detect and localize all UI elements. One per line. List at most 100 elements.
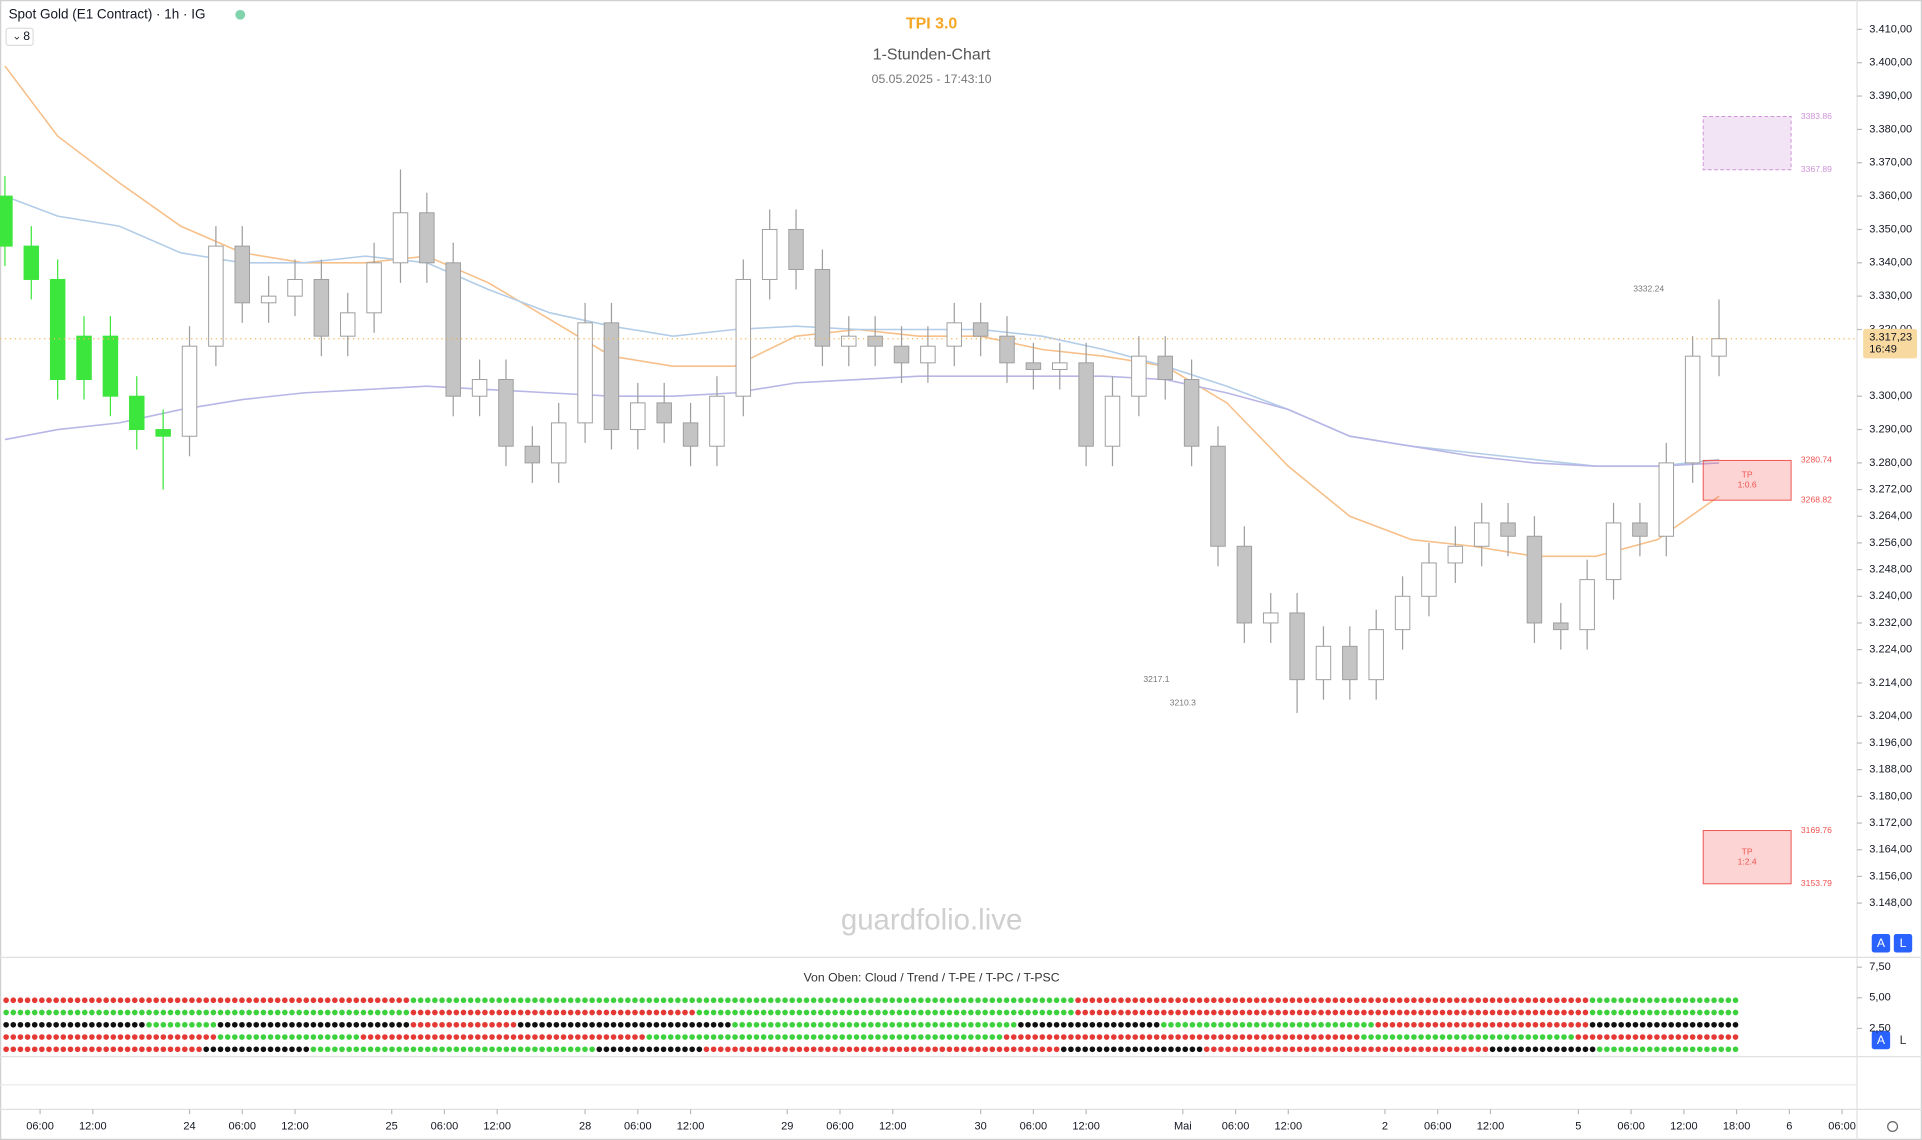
- state-dot: [24, 997, 31, 1004]
- state-dot: [496, 1009, 503, 1016]
- state-dot: [1189, 997, 1196, 1004]
- state-dot: [1339, 1046, 1346, 1053]
- state-dot: [782, 1009, 788, 1016]
- state-dot: [596, 1021, 603, 1028]
- x-tick-label: 06:00: [431, 1120, 459, 1132]
- auto-scale-button[interactable]: [1871, 1030, 1891, 1050]
- state-dot: [767, 1021, 774, 1028]
- state-dot: [1132, 1009, 1139, 1016]
- state-dot: [1060, 1021, 1067, 1028]
- state-dot: [474, 1021, 481, 1028]
- state-dot: [846, 1009, 853, 1016]
- state-dot: [782, 997, 788, 1004]
- state-dot: [1453, 1009, 1460, 1016]
- state-dot: [789, 1021, 796, 1028]
- auto-scale-button[interactable]: [1871, 934, 1891, 953]
- state-dot: [760, 1034, 767, 1040]
- state-dot: [1532, 1046, 1539, 1053]
- state-dot: [524, 1034, 531, 1040]
- state-dot: [382, 1034, 388, 1040]
- state-dot: [1696, 997, 1703, 1004]
- state-dot: [1268, 1034, 1274, 1040]
- state-dot: [1218, 1021, 1224, 1028]
- state-dot: [160, 1021, 167, 1028]
- state-dot: [1704, 997, 1710, 1004]
- log-scale-label[interactable]: L: [1900, 1033, 1907, 1047]
- candle-body: [1025, 362, 1042, 371]
- state-dot: [1461, 1009, 1467, 1016]
- state-dot: [1325, 1034, 1331, 1040]
- state-dot: [96, 1021, 102, 1028]
- state-dot: [953, 1046, 960, 1053]
- state-dot: [260, 1009, 267, 1016]
- state-dot: [31, 1046, 38, 1053]
- state-dot: [1003, 1009, 1010, 1016]
- state-dot: [3, 997, 9, 1004]
- state-dot: [1303, 1046, 1310, 1053]
- state-dot: [1632, 1046, 1639, 1053]
- state-dot: [1275, 1046, 1281, 1053]
- state-dot: [496, 1046, 503, 1053]
- state-dot: [203, 1034, 210, 1040]
- state-dot: [267, 1021, 274, 1028]
- legend-toggle[interactable]: [5, 27, 34, 46]
- state-dot: [1246, 1034, 1253, 1040]
- state-dot: [1482, 1009, 1489, 1016]
- state-dot: [1525, 1009, 1532, 1016]
- state-dot: [153, 1021, 160, 1028]
- state-dot: [1332, 1046, 1339, 1053]
- moving-average: [4, 375, 1720, 468]
- state-dot: [1682, 997, 1689, 1004]
- y-tick-label: 3.156,00: [1869, 870, 1912, 882]
- state-dot: [1132, 1021, 1139, 1028]
- settings-icon[interactable]: [1887, 1120, 1899, 1133]
- state-dot: [910, 1021, 917, 1028]
- state-dot: [925, 1034, 931, 1040]
- candle-body: [181, 345, 198, 437]
- y-tick-label: 3.390,00: [1869, 90, 1912, 102]
- state-dot: [1389, 1046, 1396, 1053]
- state-dot: [524, 1046, 531, 1053]
- timestamp: 05.05.2025 - 17:43:10: [872, 72, 992, 86]
- state-dot: [296, 1034, 302, 1040]
- state-dot: [1253, 997, 1260, 1004]
- state-dot: [825, 1021, 831, 1028]
- state-dot: [653, 1046, 660, 1053]
- x-tick-label: 2: [1382, 1120, 1388, 1132]
- candle-body: [761, 228, 778, 280]
- candle-body: [1632, 522, 1648, 537]
- state-dot: [124, 1021, 131, 1028]
- state-dot: [267, 997, 274, 1004]
- state-dot: [753, 1034, 760, 1040]
- state-dot: [789, 1034, 796, 1040]
- state-dot: [317, 1021, 324, 1028]
- state-dot: [474, 1034, 481, 1040]
- log-scale-button[interactable]: [1893, 934, 1913, 953]
- zone-bottom-label: 3153.79: [1801, 878, 1832, 888]
- state-dot: [939, 1009, 946, 1016]
- state-dot: [575, 1046, 581, 1053]
- state-dot: [1211, 997, 1217, 1004]
- state-dot: [546, 1009, 553, 1016]
- state-dot: [710, 1009, 717, 1016]
- state-dot: [918, 1009, 924, 1016]
- state-dot: [896, 1009, 903, 1016]
- state-dot: [1311, 1046, 1317, 1053]
- state-dot: [1125, 1046, 1131, 1053]
- state-dot: [553, 1021, 560, 1028]
- state-dot: [1375, 997, 1382, 1004]
- state-dot: [17, 1021, 24, 1028]
- state-dot: [1639, 1009, 1646, 1016]
- state-dot: [89, 997, 95, 1004]
- state-dot: [1010, 1021, 1017, 1028]
- state-dot: [1325, 1021, 1331, 1028]
- state-dot: [1504, 1009, 1510, 1016]
- state-dot: [1268, 1046, 1274, 1053]
- state-dot: [1032, 1034, 1039, 1040]
- state-dot: [103, 1034, 109, 1040]
- state-dot: [1525, 1034, 1532, 1040]
- state-dot: [1646, 1034, 1653, 1040]
- state-dot: [239, 1046, 245, 1053]
- state-dot: [910, 1034, 917, 1040]
- candle-body: [1236, 545, 1253, 624]
